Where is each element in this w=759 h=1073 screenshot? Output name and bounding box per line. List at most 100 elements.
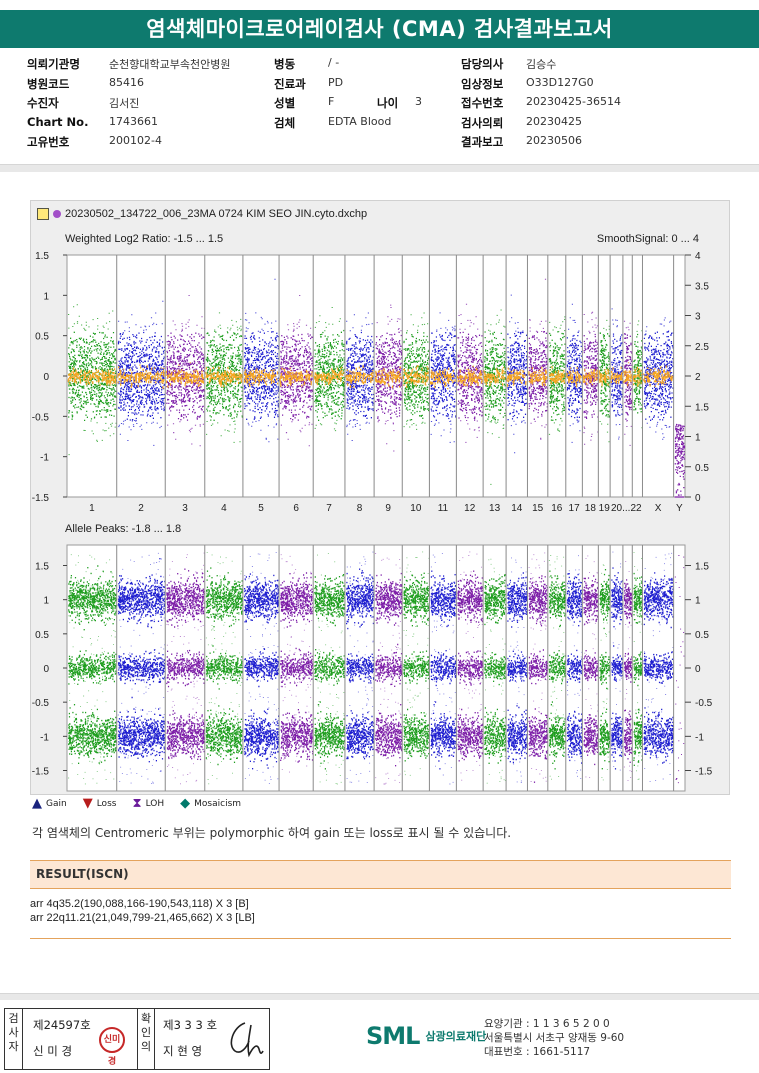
allele-points [117,558,166,763]
smooth-signal [623,362,632,387]
confirmer-signature [230,1022,264,1058]
allele-points [484,574,507,764]
smooth-signal [582,368,598,386]
info-value: 20230425 [526,114,582,128]
log2-outlier-points [611,308,621,440]
mosaicism-icon: ◆ [180,796,191,811]
allele-scatter-points [166,552,205,785]
smooth-signal [313,366,345,386]
info-label: 성별 [274,96,296,110]
info-label: 진료과 [274,76,306,91]
info-value: O33D127G0 [526,75,594,89]
y-tick-label: 0 [43,372,49,383]
allele-scatter-points [528,552,547,782]
allele-scatter-points [205,551,243,785]
info-label: 병동 [274,57,296,71]
section-divider-bottom [0,993,759,1000]
allele-scatter-points [674,555,685,784]
y2-tick-label: 3 [695,312,701,323]
y-tick-label: 0.5 [35,332,49,343]
info-value: 85416 [109,75,144,89]
plot-legend: ▲ Gain ▼ Loss ⧗ LOH ◆ Mosaicism [32,797,257,811]
chromosome-label: 6 [293,503,299,514]
y2-tick-label: 0.5 [695,630,709,641]
log2-outlier-points [568,303,581,443]
allele-points [507,572,528,764]
smooth-signal [67,367,117,386]
allele-points [611,567,623,770]
allele-scatter-points [244,552,279,785]
smooth-signal [345,365,374,388]
y-tick-label: -0.5 [32,698,50,709]
allele-points [243,573,280,770]
allele-scatter-points [612,551,623,771]
report-title: 염색체마이크로어레이검사 (CMA) 검사결과보고서 [0,10,759,48]
chromosome-label: 15 [532,503,544,514]
allele-points [375,572,403,767]
log2-outlier-points [548,316,566,435]
info-value: PD [328,75,344,89]
y-tick-label: 0.5 [35,630,49,641]
examiner-stamp: 신미경 [99,1027,125,1067]
info-label: 검체 [274,115,296,130]
legend-label: LOH [145,799,165,809]
file-icon [37,208,49,220]
allele-points [633,572,643,766]
info-label: 임상정보 [461,76,504,91]
info-value: 20230425-36514 [526,95,621,108]
y2-tick-label: 0 [695,493,701,504]
smooth-signal [506,367,527,387]
y-tick-label: 1.5 [35,562,49,573]
y2-tick-label: -1 [695,732,704,743]
allele-points [457,570,484,762]
allele-points [68,565,117,764]
plot-file-header: 20230502_134722_006_23MA 0724 KIM SEO JI… [37,205,367,223]
smooth-signal [483,366,506,387]
allele-points [403,572,430,762]
log2-ratio-label: Weighted Log2 Ratio: -1.5 ... 1.5 [65,233,224,245]
y-tick-label: 1 [43,596,49,607]
log2-points [674,423,686,498]
allele-scatter-points [280,554,313,773]
allele-scatter-points [314,553,345,785]
log2-outlier-points [118,300,164,446]
patient-info: 의뢰기관명 순천향대학교부속천안병원 병동 / - 담당의사 김승수 병원코드 85416 진료… [0,56,759,154]
info-row: 병원코드 85416 진료과 PD 임상정보 O33D127G0 [0,76,759,96]
log2-points [280,333,314,421]
chromosome-label: 7 [326,503,332,514]
org-code: 요양기관 : 1 1 3 6 5 2 0 0 [484,1018,610,1030]
gain-icon: ▲ [32,796,42,811]
chromosome-label: 10 [410,503,422,514]
info-value: 20230506 [526,134,582,147]
chromosome-label: 19 [599,503,611,514]
allele-points [583,575,599,766]
info-value: 3 [415,95,422,108]
allele-scatter-points [484,558,507,784]
info-value: 200102-4 [109,134,162,147]
y2-tick-label: 2.5 [695,342,709,353]
log2-points [528,331,548,420]
info-value: 순천향대학교부속천안병원 [109,58,231,71]
allele-scatter-points [633,552,642,781]
info-row: 의뢰기관명 순천향대학교부속천안병원 병동 / - 담당의사 김승수 [0,56,759,76]
log2-outlier-points [458,303,480,443]
allele-points [430,570,457,770]
allele-points [566,573,583,764]
legend-label: Loss [96,799,117,809]
org-contact: 요양기관 : 1 1 3 6 5 2 0 0 서울특별시 서초구 양재동 9-6… [484,1017,624,1059]
y2-tick-label: 0 [695,664,701,675]
log2-outlier-points [529,278,547,440]
log2-outlier-points [645,317,672,440]
legend-label: Gain [46,799,67,809]
smooth-signal [117,364,165,389]
result-iscn-list: arr 4q35.2(190,088,166-190,543,118) X 3 … [30,897,731,925]
loss-icon: ▼ [82,796,93,811]
smooth-signal [402,365,429,388]
allele-scatter-points [117,552,166,784]
log2-outlier-points [280,295,313,447]
info-row: 수진자 김서진 성별 F 나이 3 접수번호 20230425-36514 [0,95,759,115]
smooth-signal [165,362,205,388]
result-heading: RESULT(ISCN) [30,860,731,889]
